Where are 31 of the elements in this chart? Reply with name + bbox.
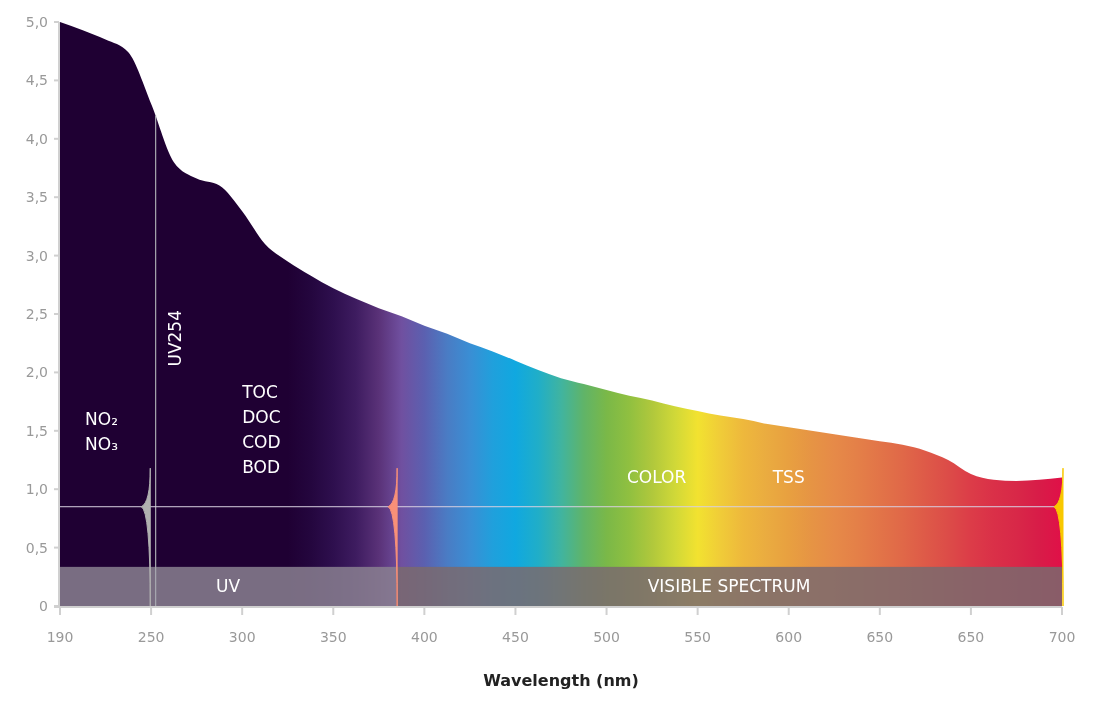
y-tick-label: 3,5 (25, 189, 48, 206)
y-tick-label: 5,0 (25, 14, 48, 30)
annotation: UV254 (164, 310, 185, 367)
y-tick-label: 2,5 (25, 306, 48, 322)
x-tick-label: 250 (137, 629, 165, 645)
annotation: TOC DOC COD BOD (241, 382, 281, 478)
x-tick-label: 350 (319, 629, 347, 645)
annotation: UV (216, 576, 241, 597)
x-tick-label: 600 (775, 629, 803, 645)
x-tick-label: 190 (46, 629, 74, 645)
annotation: COLOR (626, 467, 687, 488)
y-tick-label: 1,5 (25, 422, 48, 439)
x-tick-label: 550 (684, 629, 711, 645)
y-tick-label: 1,0 (25, 481, 48, 498)
x-tick-label: 400 (411, 629, 438, 645)
x-tick-label: 650 (866, 629, 894, 645)
annotation: TSS (771, 467, 805, 488)
x-tick-label: 700 (1048, 629, 1076, 645)
y-tick-label: 2,0 (25, 364, 48, 381)
y-tick-label: 3,0 (25, 247, 48, 264)
y-tick-label: 0,5 (25, 539, 48, 556)
y-tick-label: 0 (39, 598, 48, 614)
x-axis-title: Wavelength (nm) (483, 671, 639, 690)
y-tick-label: 4,5 (25, 72, 48, 89)
annotation: NO₂ NO₃ (85, 408, 118, 454)
y-tick-label: 4,0 (25, 130, 48, 147)
x-tick-label: 450 (502, 629, 529, 645)
x-tick-label: 650 (957, 629, 985, 645)
x-tick-label: 500 (593, 629, 620, 645)
annotation: VISIBLE SPECTRUM (647, 576, 811, 597)
x-tick-label: 300 (228, 629, 256, 645)
